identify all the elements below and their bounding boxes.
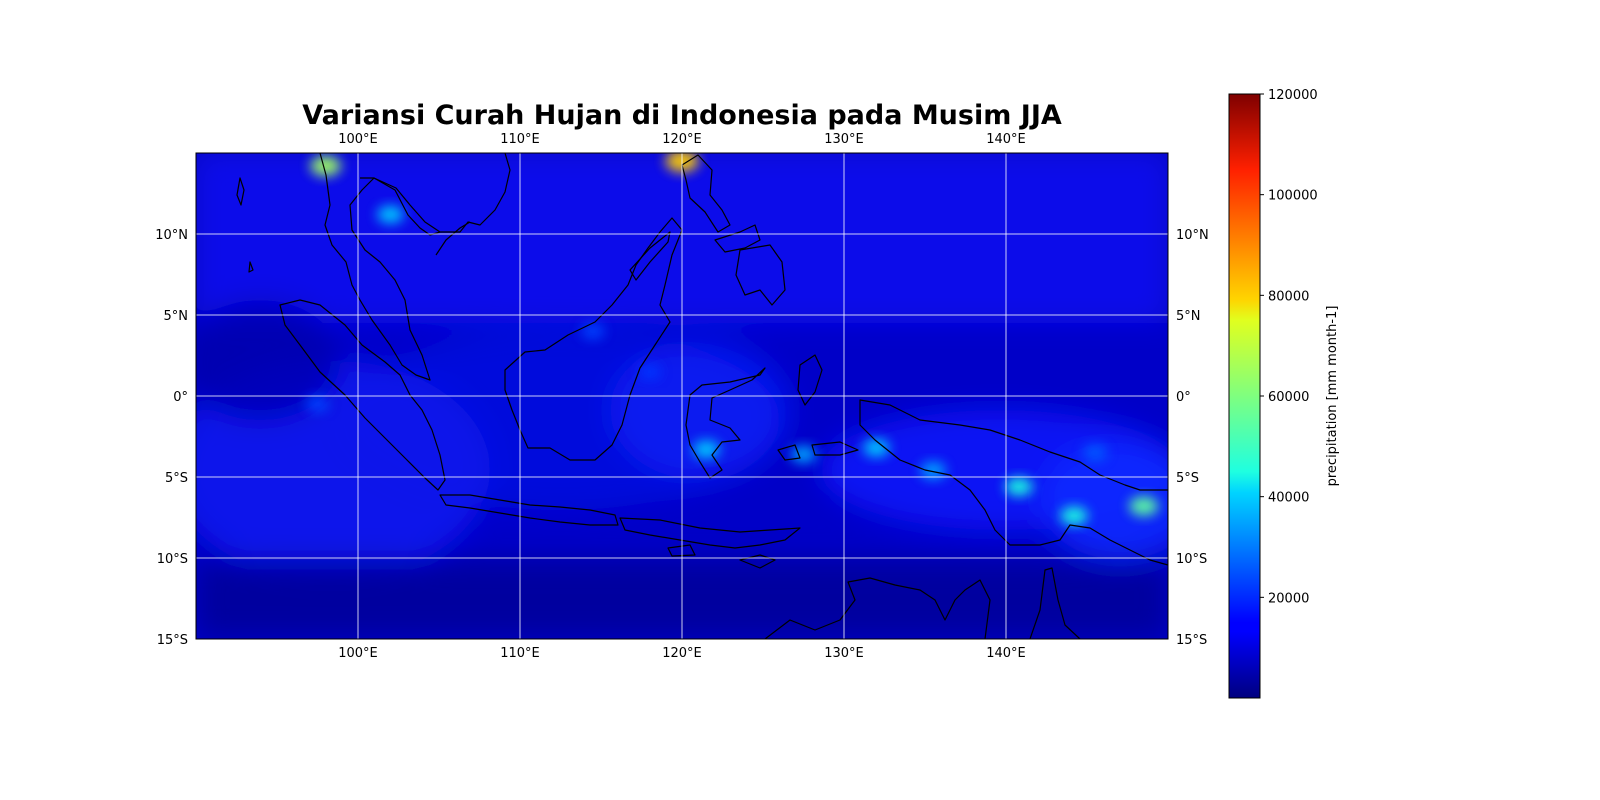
lon-tick-label-top: 100°E xyxy=(338,132,378,147)
lon-tick-label-top: 110°E xyxy=(500,132,540,147)
map-frame xyxy=(195,152,1169,640)
coastline-cape-york xyxy=(1029,567,1081,639)
colorbar-tick-label: 60000 xyxy=(1268,390,1309,405)
lat-tick-label-left: 10°N xyxy=(155,228,188,243)
coastline-seram xyxy=(811,441,859,456)
colorbar: 20000 40000 60000 80000 100000 120000 precipi… xyxy=(1228,88,1340,699)
hotspot-11 xyxy=(305,396,330,413)
colorbar-label: precipitation [mm month-1] xyxy=(1325,306,1340,487)
lat-tick-label-left: 15°S xyxy=(157,633,188,648)
coastline-nicobar xyxy=(248,261,254,273)
hotspot-12 xyxy=(581,323,605,340)
coastline-philippines-mindanao xyxy=(735,244,786,306)
colorbar-tick-label: 80000 xyxy=(1268,289,1309,304)
coastline-borneo xyxy=(504,217,683,461)
coastline-philippines-visayas xyxy=(714,224,761,253)
coastline-new-guinea xyxy=(859,399,1168,566)
colorbar-tick-label: 120000 xyxy=(1268,88,1318,103)
gridlines xyxy=(196,153,1168,639)
lon-tick-label-bottom: 140°E xyxy=(986,646,1026,661)
coastline-sumatra xyxy=(279,299,446,491)
colorbar-tick-label: 100000 xyxy=(1268,189,1318,204)
coastline-gulf-thailand xyxy=(360,177,441,236)
lon-tick-label-top: 120°E xyxy=(662,132,702,147)
colorbar-tick-label: 40000 xyxy=(1268,491,1309,506)
lat-tick-label-right: 15°S xyxy=(1176,633,1207,648)
coastline-timor xyxy=(739,554,776,569)
coastline-andaman xyxy=(236,177,245,206)
coastline-palawan xyxy=(629,231,671,281)
coastline-philippines-luzon xyxy=(681,154,731,233)
coastline-australia xyxy=(764,577,991,639)
coastline-sulawesi xyxy=(685,367,766,479)
lat-tick-label-left: 5°N xyxy=(164,309,189,324)
colorbar-tick-label: 20000 xyxy=(1268,591,1309,606)
hotspot-0 xyxy=(310,155,342,177)
hotspot-13 xyxy=(637,363,662,380)
coastline-sumba xyxy=(667,544,696,557)
coastline-halmahera xyxy=(797,354,823,406)
lon-tick-label-bottom: 110°E xyxy=(500,646,540,661)
lat-tick-label-right: 0° xyxy=(1176,390,1191,405)
lon-tick-label-bottom: 120°E xyxy=(662,646,702,661)
coastline-malay-peninsula xyxy=(319,153,511,381)
lon-tick-label-top: 140°E xyxy=(986,132,1026,147)
hotspot-6 xyxy=(1005,477,1033,496)
map-panel: 100°E 100°E 110°E 110°E 120°E 120°E 130°E 130°E… xyxy=(155,132,1209,661)
hotspot-9 xyxy=(920,461,947,480)
lat-tick-label-right: 10°N xyxy=(1176,228,1209,243)
lat-tick-label-left: 0° xyxy=(173,390,188,405)
lon-tick-label-top: 130°E xyxy=(824,132,864,147)
lat-tick-label-right: 5°S xyxy=(1176,471,1199,486)
coastline-buru xyxy=(777,444,801,461)
coastline-java xyxy=(439,494,619,526)
hotspot-7 xyxy=(1060,506,1088,526)
precipitation-field xyxy=(196,153,1168,639)
hotspot-10 xyxy=(1083,444,1108,461)
lon-tick-label-bottom: 130°E xyxy=(824,646,864,661)
lat-tick-label-left: 5°S xyxy=(165,471,188,486)
colorbar-ticks: 20000 40000 60000 80000 100000 120000 xyxy=(1260,88,1318,606)
hotspot-2 xyxy=(377,205,404,224)
lat-tick-label-right: 10°S xyxy=(1176,552,1207,567)
colorbar-gradient xyxy=(1228,93,1261,699)
lon-tick-label-bottom: 100°E xyxy=(338,646,378,661)
lat-tick-label-left: 10°S xyxy=(157,552,188,567)
hotspot-8 xyxy=(1129,496,1159,516)
map-title: Variansi Curah Hujan di Indonesia pada M… xyxy=(302,100,1062,131)
lat-tick-label-right: 5°N xyxy=(1176,309,1201,324)
map-tick-labels: 100°E 100°E 110°E 110°E 120°E 120°E 130°E 130°E… xyxy=(155,132,1209,661)
coastline-lesser-sunda xyxy=(619,517,801,549)
hotspot-3 xyxy=(863,438,890,457)
